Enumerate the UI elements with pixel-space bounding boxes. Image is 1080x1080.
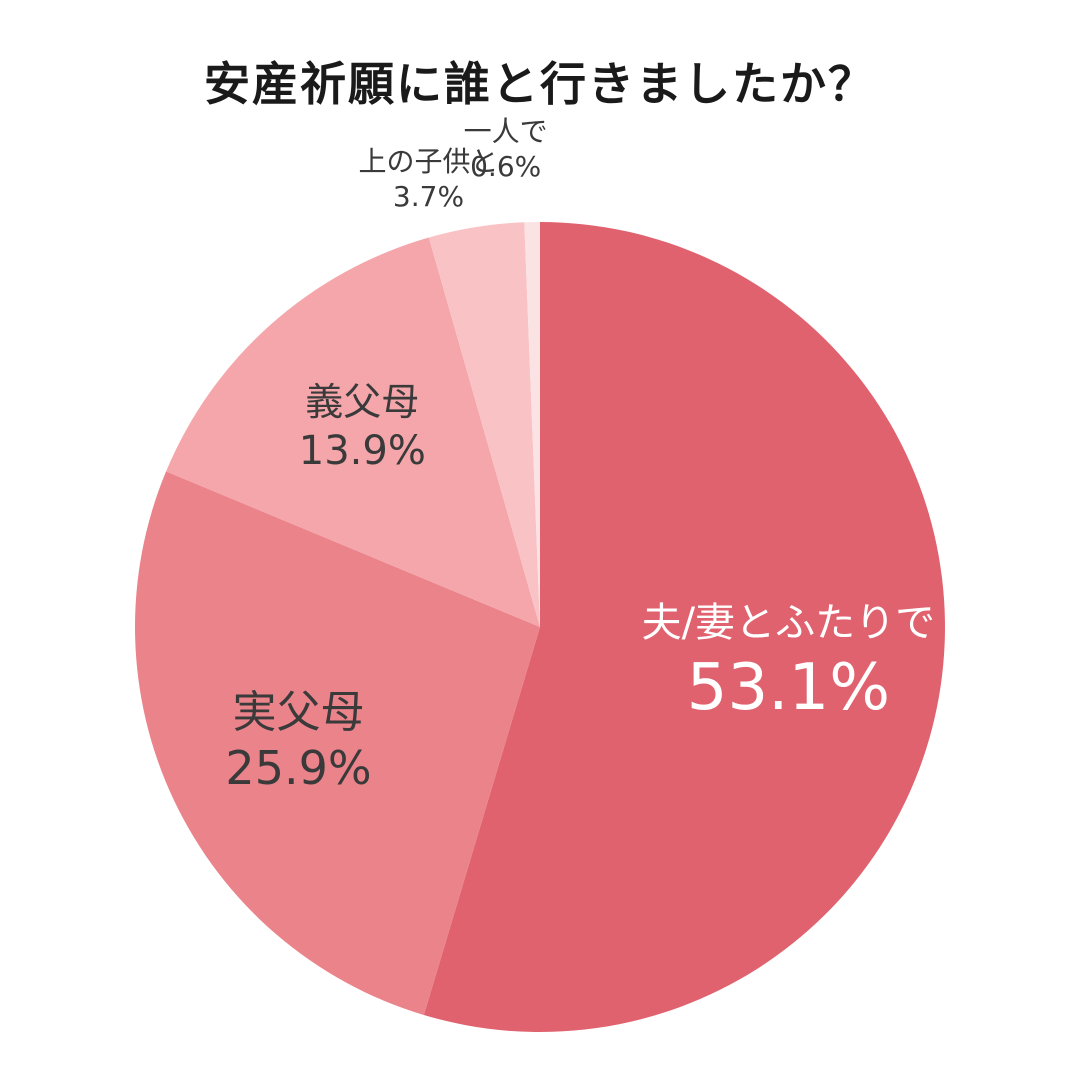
slice-value-label: 13.9% [298,428,426,475]
slice-category-label: 夫/妻とふたりで [641,600,936,647]
slice-value-label: 3.7% [392,180,465,214]
slice-value-label: 0.6% [470,150,542,184]
slice-label-1: 夫/妻とふたりで 53.1% [642,598,935,728]
slice-1 [423,222,945,1032]
slice-value-label: 25.9% [225,741,372,796]
slice-label-4: 上の子供と 3.7% [358,144,498,214]
slice-4 [428,222,540,628]
slice-5 [524,221,540,627]
slice-label-3: 義父母 13.9% [299,379,426,477]
slice-category-label: 義父母 [305,379,420,424]
slice-category-label: 実父母 [232,687,365,739]
slice-label-2: 実父母 25.9% [225,685,371,798]
chart-title: 安産祈願に誰と行きましたか？ [204,57,876,111]
slice-2 [134,471,541,1015]
slice-label-5: 一人で 0.6% [464,114,548,184]
slice-category-label: 一人で [463,115,548,149]
slice-3 [166,237,540,628]
slice-category-label: 上の子供と [358,145,499,179]
slice-value-label: 53.1% [686,651,891,726]
